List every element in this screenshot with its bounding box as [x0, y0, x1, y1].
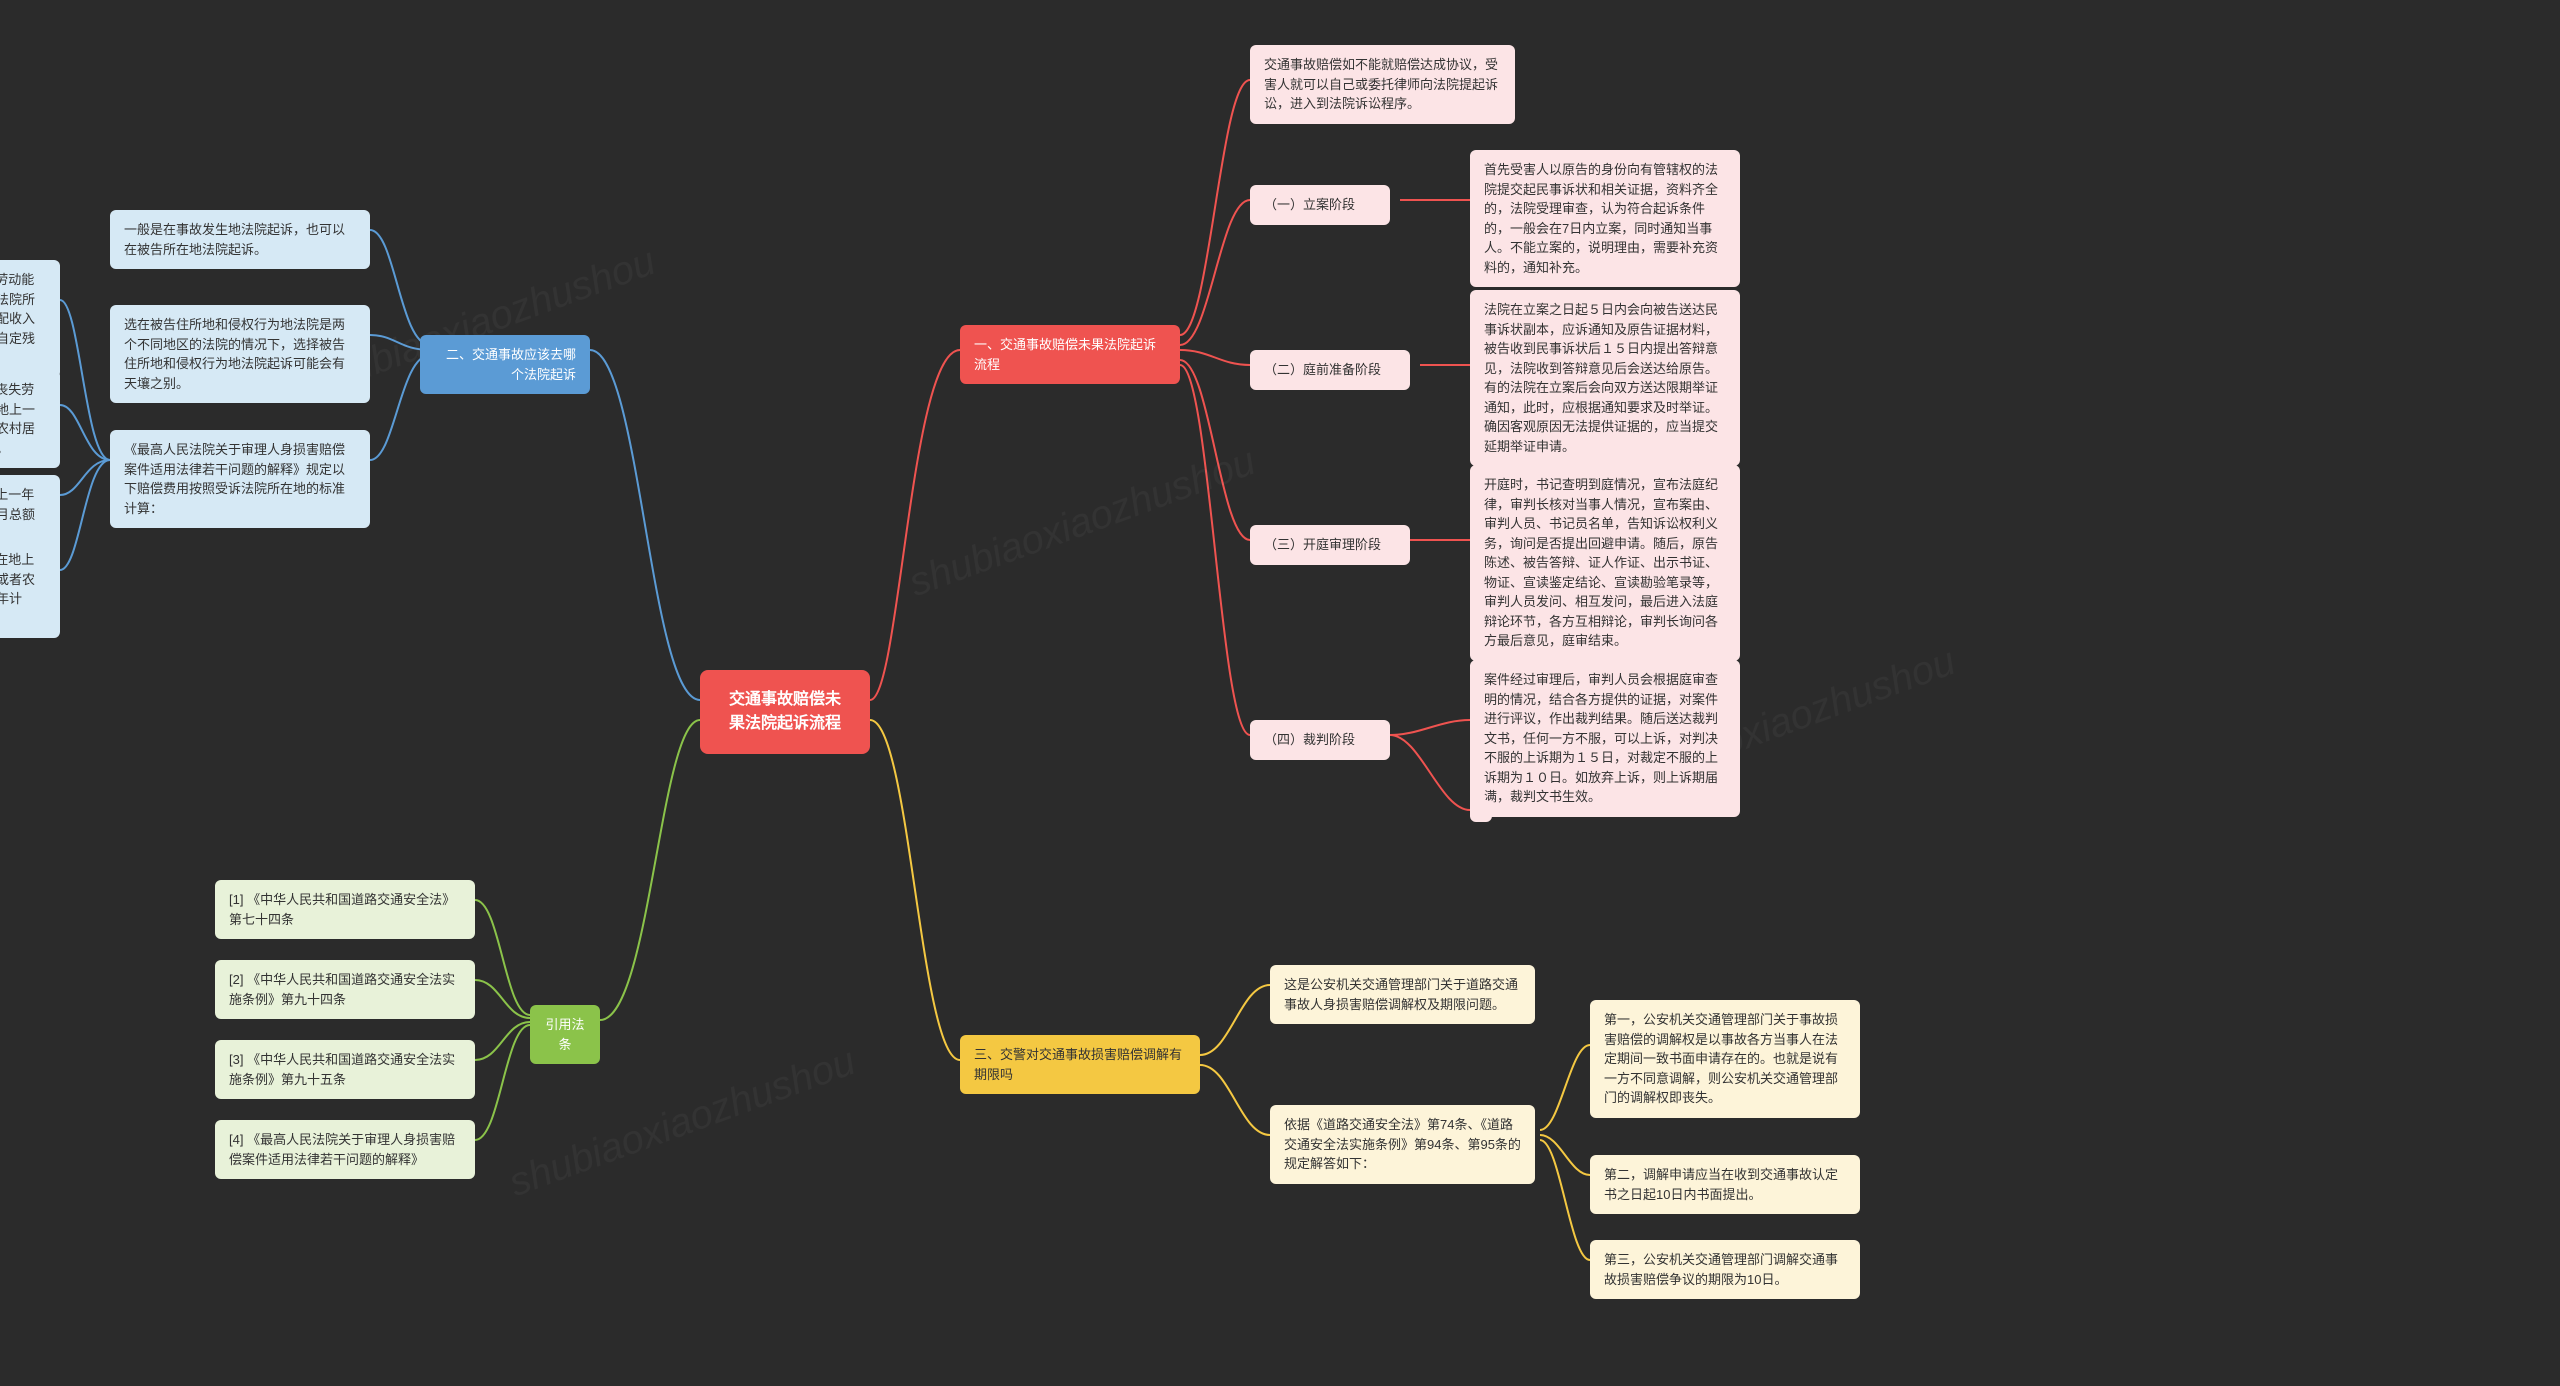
section2-title[interactable]: 二、交通事故应该去哪个法院起诉 — [420, 335, 590, 394]
section1-stage4-label[interactable]: （四）裁判阶段 — [1250, 720, 1390, 760]
section4-item3: [3] 《中华人民共和国道路交通安全法实施条例》第九十五条 — [215, 1040, 475, 1099]
section2-item3: 《最高人民法院关于审理人身损害赔偿案件适用法律若干问题的解释》规定以下赔偿费用按… — [110, 430, 370, 528]
section1-title[interactable]: 一、交通事故赔偿未果法院起诉流程 — [960, 325, 1180, 384]
root-text: 交通事故赔偿未果法院起诉流程 — [729, 691, 841, 732]
section2-item2: 选在被告住所地和侵权行为地法院是两个不同地区的法院的情况下，选择被告住所地和侵权… — [110, 305, 370, 403]
section1-stage3-label[interactable]: （三）开庭审理阶段 — [1250, 525, 1410, 565]
section3-item2: 依据《道路交通安全法》第74条、《道路交通安全法实施条例》第94条、第95条的规… — [1270, 1105, 1535, 1184]
section2-sub1: (一) 残疾赔偿金根据受害人丧失劳动能力程度或者伤残等级，按照受诉法院所在地上一… — [0, 260, 60, 378]
section1-stage1-label[interactable]: （一）立案阶段 — [1250, 185, 1390, 225]
root-node[interactable]: 交通事故赔偿未果法院起诉流程 — [700, 670, 870, 754]
section1-stage2-label[interactable]: （二）庭前准备阶段 — [1250, 350, 1410, 390]
section3-item1: 这是公安机关交通管理部门关于道路交通事故人身损害赔偿调解权及期限问题。 — [1270, 965, 1535, 1024]
section1-intro: 交通事故赔偿如不能就赔偿达成协议，受害人就可以自己或委托律师向法院提起诉讼，进入… — [1250, 45, 1515, 124]
section1-stage3-text: 开庭时，书记查明到庭情况，宣布法庭纪律，审判长核对当事人情况，宣布案由、审判人员… — [1470, 465, 1740, 661]
section3-sub2: 第二，调解申请应当在收到交通事故认定书之日起10日内书面提出。 — [1590, 1155, 1860, 1214]
section4-item1: [1] 《中华人民共和国道路交通安全法》第七十四条 — [215, 880, 475, 939]
section1-stage4-text: 案件经过审理后，审判人员会根据庭审查明的情况，结合各方提供的证据，对案件进行评议… — [1470, 660, 1740, 817]
section3-sub3: 第三，公安机关交通管理部门调解交通事故损害赔偿争议的期限为10日。 — [1590, 1240, 1860, 1299]
section4-item2: [2] 《中华人民共和国道路交通安全法实施条例》第九十四条 — [215, 960, 475, 1019]
section3-sub1: 第一，公安机关交通管理部门关于事故损害赔偿的调解权是以事故各方当事人在法定期间一… — [1590, 1000, 1860, 1118]
section2-sub4: (四) 死亡赔偿金按照受诉法院所在地上一年度城镇居民人均可支配收入或者农村居民人… — [0, 540, 60, 638]
watermark: shubiaoxiaozhushou — [903, 439, 1261, 606]
section1-stage2-text: 法院在立案之日起５日内会向被告送达民事诉状副本，应诉通知及原告证据材料，被告收到… — [1470, 290, 1740, 466]
section2-item1: 一般是在事故发生地法院起诉，也可以在被告所在地法院起诉。 — [110, 210, 370, 269]
section3-title[interactable]: 三、交警对交通事故损害赔偿调解有期限吗 — [960, 1035, 1200, 1094]
section2-sub2: (二) 被扶养人生活费根据扶养人丧失劳动能力程度，按照受诉法院所在地上一年度城镇… — [0, 370, 60, 468]
section4-title[interactable]: 引用法条 — [530, 1005, 600, 1064]
section1-empty-node — [1470, 800, 1492, 822]
section4-item4: [4] 《最高人民法院关于审理人身损害赔偿案件适用法律若干问题的解释》 — [215, 1120, 475, 1179]
watermark: shubiaoxiaozhushou — [503, 1039, 861, 1206]
section1-stage1-text: 首先受害人以原告的身份向有管辖权的法院提交起民事诉状和相关证据，资料齐全的，法院… — [1470, 150, 1740, 287]
